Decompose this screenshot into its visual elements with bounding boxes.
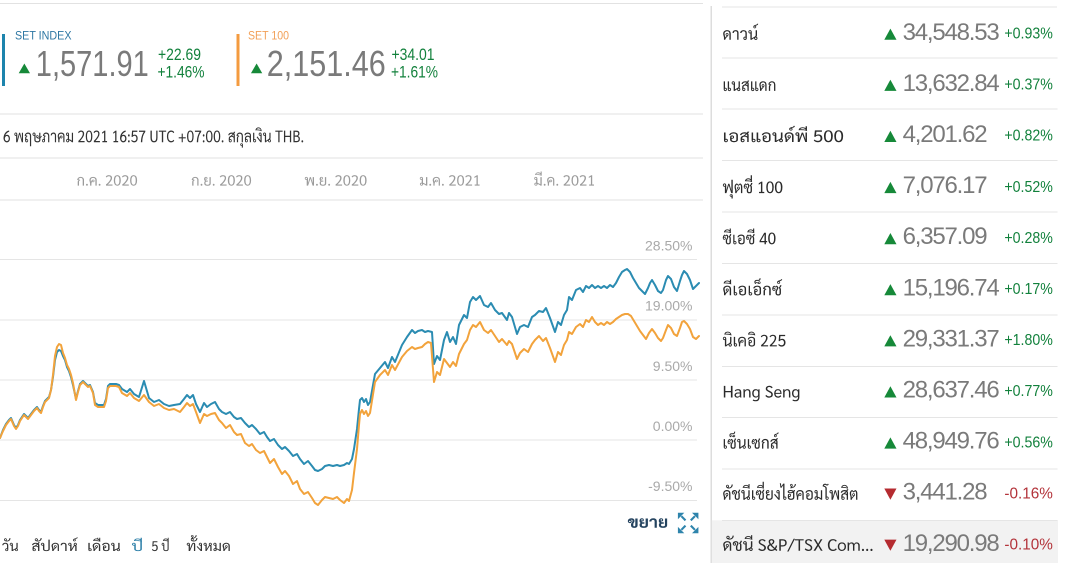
svg-text:34,548.53: 34,548.53 [903,19,1000,46]
svg-text:-0.10%: -0.10% [1004,537,1053,554]
svg-text:13,632.84: 13,632.84 [903,70,1000,97]
svg-text:+1.61%: +1.61% [391,63,438,81]
svg-text:2,151.46: 2,151.46 [267,43,386,84]
svg-text:+0.52%: +0.52% [1004,179,1053,196]
svg-text:6,357.09: 6,357.09 [903,223,988,250]
svg-text:+0.82%: +0.82% [1004,128,1053,145]
svg-text:9.50%: 9.50% [653,358,693,374]
svg-text:3,441.28: 3,441.28 [903,479,988,506]
svg-text:29,331.37: 29,331.37 [903,325,1000,352]
svg-text:-0.16%: -0.16% [1004,485,1053,502]
svg-text:-9.50%: -9.50% [648,478,692,494]
svg-text:+22.69: +22.69 [158,46,201,64]
svg-text:+1.46%: +1.46% [158,63,205,81]
svg-text:+34.01: +34.01 [392,46,435,64]
svg-text:+0.28%: +0.28% [1004,230,1053,247]
svg-text:4,201.62: 4,201.62 [903,121,988,148]
svg-text:15,196.74: 15,196.74 [903,274,1000,301]
svg-text:1,571.91: 1,571.91 [36,43,149,84]
svg-text:+1.80%: +1.80% [1004,332,1053,349]
svg-text:28.50%: 28.50% [645,238,692,254]
svg-text:+0.37%: +0.37% [1004,77,1053,94]
svg-text:0.00%: 0.00% [653,418,693,434]
svg-text:28,637.46: 28,637.46 [903,377,1000,404]
svg-text:48,949.76: 48,949.76 [903,428,1000,455]
svg-text:SET 100: SET 100 [248,29,289,43]
svg-text:19.00%: 19.00% [645,298,692,314]
svg-text:SET INDEX: SET INDEX [15,29,72,43]
svg-text:+0.56%: +0.56% [1004,434,1053,451]
svg-text:7,076.17: 7,076.17 [903,172,988,199]
svg-text:+0.77%: +0.77% [1004,383,1053,400]
svg-text:+0.93%: +0.93% [1004,26,1053,43]
svg-text:19,290.98: 19,290.98 [903,530,1000,557]
svg-text:+0.17%: +0.17% [1004,281,1053,298]
